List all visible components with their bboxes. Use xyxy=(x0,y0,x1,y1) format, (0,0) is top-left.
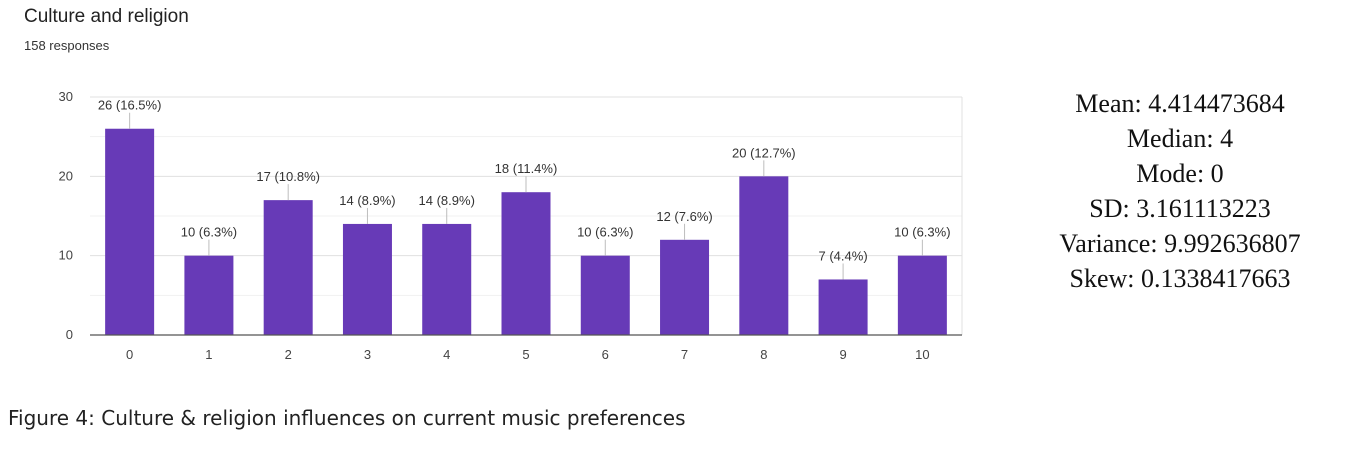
x-tick-label: 3 xyxy=(364,347,371,362)
response-count: 158 responses xyxy=(24,38,110,53)
y-tick-label: 30 xyxy=(59,89,73,104)
data-label: 10 (6.3%) xyxy=(894,225,950,240)
data-label: 7 (4.4%) xyxy=(819,248,868,263)
x-tick-label: 4 xyxy=(443,347,450,362)
bar-chart: 0 10 20 30 26 (16.5%) 0 10 (6.3%) 1 17 (10.8%) 2 1… xyxy=(59,89,963,362)
x-tick-label: 7 xyxy=(681,347,688,362)
data-label: 14 (8.9%) xyxy=(339,193,395,208)
data-label: 20 (12.7%) xyxy=(732,145,796,160)
bar xyxy=(263,200,313,335)
stat-variance: Variance: 9.992636807 xyxy=(1059,229,1301,258)
bar xyxy=(818,279,868,335)
data-label: 10 (6.3%) xyxy=(181,225,237,240)
data-label: 10 (6.3%) xyxy=(577,225,633,240)
data-label: 26 (16.5%) xyxy=(98,98,162,113)
stat-skew: Skew: 0.1338417663 xyxy=(1069,264,1291,293)
bar xyxy=(184,255,234,335)
stat-sd: SD: 3.161113223 xyxy=(1089,194,1271,223)
y-tick-label: 0 xyxy=(66,327,73,342)
data-label: 12 (7.6%) xyxy=(656,209,712,224)
y-tick-label: 10 xyxy=(59,248,73,263)
x-tick-label: 5 xyxy=(522,347,529,362)
x-tick-label: 9 xyxy=(839,347,846,362)
x-tick-label: 10 xyxy=(915,347,929,362)
data-label: 14 (8.9%) xyxy=(419,193,475,208)
bar xyxy=(660,239,710,335)
x-tick-label: 8 xyxy=(760,347,767,362)
bar xyxy=(501,192,551,335)
bar xyxy=(580,255,630,335)
stat-mode: Mode: 0 xyxy=(1136,159,1224,188)
x-tick-label: 2 xyxy=(285,347,292,362)
statistics-summary: Mean: 4.414473684 Median: 4 Mode: 0 SD: … xyxy=(1030,86,1330,296)
stat-median: Median: 4 xyxy=(1126,124,1234,153)
bar xyxy=(739,176,789,335)
bar xyxy=(105,128,155,335)
stat-mean: Mean: 4.414473684 xyxy=(1075,89,1285,118)
bar xyxy=(897,255,947,335)
bar xyxy=(422,223,472,335)
data-label: 17 (10.8%) xyxy=(256,169,320,184)
x-tick-label: 1 xyxy=(205,347,212,362)
x-tick-label: 6 xyxy=(602,347,609,362)
figure-caption: Figure 4: Culture & religion influences … xyxy=(8,406,686,430)
bar xyxy=(342,223,392,335)
x-tick-label: 0 xyxy=(126,347,133,362)
data-label: 18 (11.4%) xyxy=(495,161,558,176)
chart-title: Culture and religion xyxy=(24,6,189,27)
y-tick-label: 20 xyxy=(59,168,73,183)
